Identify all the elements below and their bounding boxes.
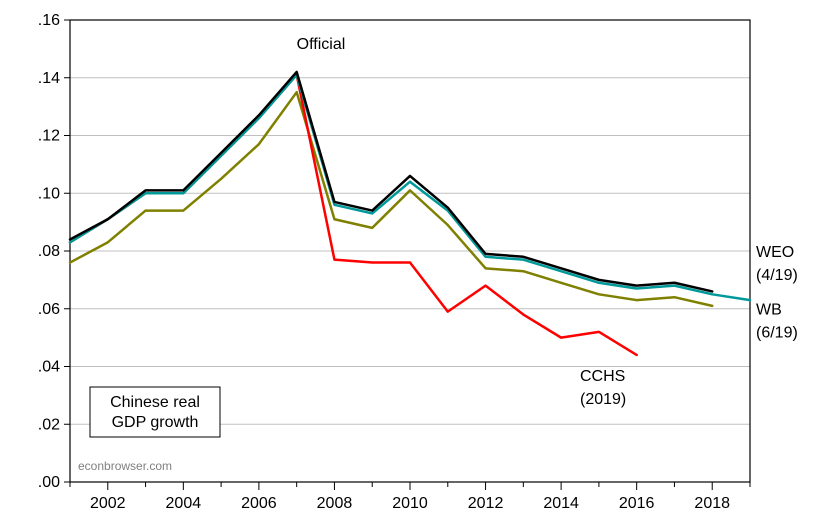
ytick-label: .04	[38, 359, 60, 376]
ytick-label: .06	[38, 301, 60, 318]
ytick-label: .00	[38, 474, 60, 491]
label-weo-date: (4/19)	[756, 267, 798, 284]
label-cchs: CCHS	[580, 368, 625, 385]
chart-bg	[0, 0, 835, 532]
label-wb-date: (6/19)	[756, 325, 798, 342]
label-official: Official	[297, 36, 346, 53]
xtick-label: 2014	[543, 495, 579, 512]
ytick-label: .08	[38, 243, 60, 260]
ytick-label: .12	[38, 128, 60, 145]
ytick-label: .14	[38, 70, 60, 87]
ytick-label: .02	[38, 416, 60, 433]
caption-line1: Chinese real	[110, 394, 200, 411]
label-wb: WB	[756, 302, 782, 319]
chart-container: .00 .02 .04 .06 .08 .10 .12 .14 .16 2002 2004 2006 2…	[0, 0, 835, 532]
xtick-label: 2004	[166, 495, 202, 512]
label-cchs-year: (2019)	[580, 391, 626, 408]
xtick-label: 2016	[619, 495, 655, 512]
chart-svg: .00 .02 .04 .06 .08 .10 .12 .14 .16 2002 2004 2006 2…	[0, 0, 835, 532]
ytick-label: .10	[38, 185, 60, 202]
label-weo: WEO	[756, 244, 794, 261]
ytick-label: .16	[38, 12, 60, 29]
caption-line2: GDP growth	[112, 414, 199, 431]
xtick-label: 2006	[241, 495, 277, 512]
watermark: econbrowser.com	[78, 459, 172, 473]
xtick-label: 2012	[468, 495, 504, 512]
xtick-label: 2008	[317, 495, 353, 512]
xtick-label: 2010	[392, 495, 428, 512]
xtick-label: 2002	[90, 495, 126, 512]
xtick-label: 2018	[694, 495, 730, 512]
